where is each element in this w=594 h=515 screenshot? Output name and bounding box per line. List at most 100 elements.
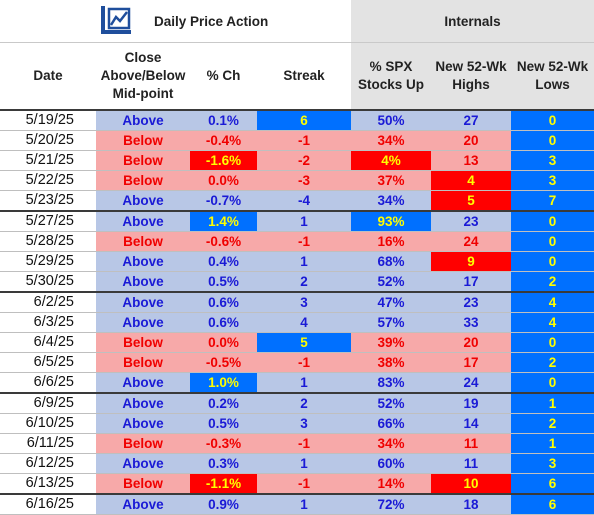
date-cell: 5/23/25	[0, 190, 96, 212]
date-cell: 6/16/25	[0, 493, 96, 515]
streak-cell: 1	[257, 453, 352, 474]
pct-change-cell: 0.0%	[190, 332, 257, 353]
col-spx-header: % SPX Stocks Up	[351, 42, 432, 111]
date-cell: 6/6/25	[0, 372, 96, 394]
pct-change-cell: -0.5%	[190, 352, 257, 373]
spx-stocks-up-cell: 34%	[351, 130, 432, 151]
new-highs-cell: 13	[431, 150, 512, 171]
date-cell: 5/30/25	[0, 271, 96, 293]
col-lows-header: New 52-Wk Lows	[511, 42, 594, 111]
date-cell: 6/3/25	[0, 312, 96, 333]
new-highs-cell: 20	[431, 130, 512, 151]
col-highs-header-line: Highs	[452, 77, 490, 92]
new-lows-cell: 6	[511, 473, 594, 495]
close-vs-midpoint-cell: Below	[96, 352, 190, 373]
new-highs-cell: 17	[431, 352, 512, 373]
new-lows-cell: 3	[511, 150, 594, 171]
spx-stocks-up-cell: 16%	[351, 231, 432, 252]
pct-change-cell: 0.6%	[190, 312, 257, 333]
table-row: 6/9/25 Above 0.2% 2 52% 19 1	[0, 392, 594, 414]
new-highs-cell: 20	[431, 332, 512, 353]
spx-stocks-up-cell: 34%	[351, 190, 432, 212]
spx-stocks-up-cell: 47%	[351, 291, 432, 313]
table-row: 6/16/25 Above 0.9% 1 72% 18 6	[0, 493, 594, 515]
column-header-row: Date Close Above/Below Mid-point % Ch St…	[0, 42, 594, 111]
pct-change-cell: 0.9%	[190, 493, 257, 515]
new-highs-cell: 17	[431, 271, 512, 293]
close-vs-midpoint-cell: Above	[96, 291, 190, 313]
new-lows-cell: 7	[511, 190, 594, 212]
new-highs-cell: 27	[431, 110, 512, 131]
pct-change-cell: -0.3%	[190, 433, 257, 454]
streak-cell: -1	[257, 231, 352, 252]
date-cell: 5/27/25	[0, 210, 96, 232]
table-row: 5/22/25 Below 0.0% -3 37% 4 3	[0, 170, 594, 191]
spx-stocks-up-cell: 39%	[351, 332, 432, 353]
table-row: 6/6/25 Above 1.0% 1 83% 24 0	[0, 372, 594, 394]
table-row: 6/11/25 Below -0.3% -1 34% 11 1	[0, 433, 594, 454]
table-row: 6/4/25 Below 0.0% 5 39% 20 0	[0, 332, 594, 353]
new-highs-cell: 5	[431, 190, 512, 212]
new-highs-cell: 4	[431, 170, 512, 191]
table-row: 6/5/25 Below -0.5% -1 38% 17 2	[0, 352, 594, 373]
close-vs-midpoint-cell: Above	[96, 392, 190, 414]
spx-stocks-up-cell: 34%	[351, 433, 432, 454]
date-cell: 6/9/25	[0, 392, 96, 414]
close-vs-midpoint-cell: Below	[96, 170, 190, 191]
group-header-row: Daily Price Action Internals	[0, 0, 594, 43]
pct-change-cell: -1.6%	[190, 150, 257, 171]
col-highs-header-line: New 52-Wk	[435, 59, 507, 74]
new-highs-cell: 9	[431, 251, 512, 272]
pct-change-cell: 0.1%	[190, 110, 257, 131]
date-cell: 5/22/25	[0, 170, 96, 191]
col-close-header-line: Mid-point	[112, 86, 174, 101]
spx-stocks-up-cell: 66%	[351, 413, 432, 434]
streak-cell: -3	[257, 170, 352, 191]
new-highs-cell: 23	[431, 291, 512, 313]
new-highs-cell: 18	[431, 493, 512, 515]
pct-change-cell: -0.6%	[190, 231, 257, 252]
spx-stocks-up-cell: 4%	[351, 150, 432, 171]
table-row: 5/19/25 Above 0.1% 6 50% 27 0	[0, 110, 594, 131]
streak-cell: -1	[257, 433, 352, 454]
date-cell: 5/28/25	[0, 231, 96, 252]
streak-cell: -1	[257, 130, 352, 151]
close-vs-midpoint-cell: Above	[96, 413, 190, 434]
rising-chart-logo-icon	[100, 5, 132, 38]
table-row: 5/29/25 Above 0.4% 1 68% 9 0	[0, 251, 594, 272]
new-lows-cell: 0	[511, 231, 594, 252]
streak-cell: 5	[257, 332, 352, 353]
new-lows-cell: 0	[511, 110, 594, 131]
streak-cell: 3	[257, 291, 352, 313]
new-highs-cell: 23	[431, 210, 512, 232]
streak-cell: -1	[257, 473, 352, 495]
new-lows-cell: 1	[511, 433, 594, 454]
spx-stocks-up-cell: 57%	[351, 312, 432, 333]
date-cell: 6/13/25	[0, 473, 96, 495]
spx-stocks-up-cell: 52%	[351, 392, 432, 414]
pct-change-cell: -0.7%	[190, 190, 257, 212]
new-highs-cell: 24	[431, 231, 512, 252]
pct-change-cell: -0.4%	[190, 130, 257, 151]
table-row: 6/13/25 Below -1.1% -1 14% 10 6	[0, 473, 594, 495]
new-lows-cell: 2	[511, 352, 594, 373]
table-row: 5/20/25 Below -0.4% -1 34% 20 0	[0, 130, 594, 151]
spx-stocks-up-cell: 38%	[351, 352, 432, 373]
new-lows-cell: 3	[511, 453, 594, 474]
new-lows-cell: 0	[511, 210, 594, 232]
new-highs-cell: 10	[431, 473, 512, 495]
col-close-header-line: Close	[124, 50, 162, 65]
close-vs-midpoint-cell: Above	[96, 190, 190, 212]
spx-stocks-up-cell: 50%	[351, 110, 432, 131]
col-date-header: Date	[0, 42, 96, 111]
close-vs-midpoint-cell: Above	[96, 210, 190, 232]
pct-change-cell: 1.4%	[190, 210, 257, 232]
col-pct-header: % Ch	[190, 42, 257, 111]
new-lows-cell: 4	[511, 291, 594, 313]
col-lows-header-line: New 52-Wk	[516, 59, 589, 74]
streak-cell: -1	[257, 352, 352, 373]
new-highs-cell: 14	[431, 413, 512, 434]
new-highs-cell: 19	[431, 392, 512, 414]
table-body: 5/19/25 Above 0.1% 6 50% 27 0 5/20/25 Below -0.4%…	[0, 110, 594, 515]
